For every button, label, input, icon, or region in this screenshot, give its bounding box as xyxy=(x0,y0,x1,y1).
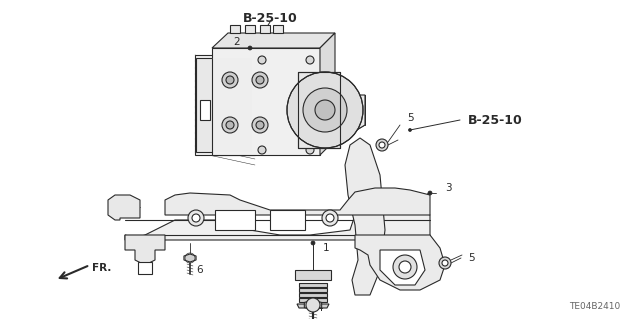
Polygon shape xyxy=(299,283,327,287)
Circle shape xyxy=(303,88,347,132)
Text: TE04B2410: TE04B2410 xyxy=(569,302,620,311)
Circle shape xyxy=(248,46,252,50)
Circle shape xyxy=(442,260,448,266)
Text: 1: 1 xyxy=(323,243,330,253)
Polygon shape xyxy=(260,25,270,33)
Text: 6: 6 xyxy=(196,265,204,275)
Circle shape xyxy=(322,210,338,226)
Text: 5: 5 xyxy=(407,113,413,123)
Circle shape xyxy=(408,129,412,131)
Text: FR.: FR. xyxy=(92,263,111,273)
Polygon shape xyxy=(230,25,240,33)
Circle shape xyxy=(256,121,264,129)
Circle shape xyxy=(306,146,314,154)
Circle shape xyxy=(428,191,432,195)
Text: B-25-10: B-25-10 xyxy=(243,11,298,25)
Circle shape xyxy=(287,72,363,148)
Polygon shape xyxy=(299,288,327,292)
Circle shape xyxy=(326,214,334,222)
Text: 2: 2 xyxy=(234,37,240,47)
Polygon shape xyxy=(165,188,430,215)
Circle shape xyxy=(222,117,238,133)
Text: 4: 4 xyxy=(317,303,323,313)
Polygon shape xyxy=(355,235,445,290)
Polygon shape xyxy=(195,55,255,155)
Polygon shape xyxy=(125,200,430,240)
Circle shape xyxy=(311,241,315,245)
Circle shape xyxy=(306,298,320,312)
Polygon shape xyxy=(305,300,322,310)
Polygon shape xyxy=(200,100,210,120)
Polygon shape xyxy=(215,210,255,230)
Circle shape xyxy=(258,56,266,64)
Polygon shape xyxy=(299,293,327,297)
Polygon shape xyxy=(273,25,283,33)
Circle shape xyxy=(439,257,451,269)
Circle shape xyxy=(256,76,264,84)
Circle shape xyxy=(252,72,268,88)
Polygon shape xyxy=(297,304,329,308)
Circle shape xyxy=(188,210,204,226)
Circle shape xyxy=(192,214,200,222)
Polygon shape xyxy=(345,138,385,295)
Polygon shape xyxy=(212,33,335,48)
Polygon shape xyxy=(125,235,165,265)
Polygon shape xyxy=(298,72,340,148)
Polygon shape xyxy=(380,250,425,285)
Circle shape xyxy=(252,117,268,133)
Circle shape xyxy=(393,255,417,279)
Circle shape xyxy=(306,56,314,64)
Text: B-25-10: B-25-10 xyxy=(468,114,523,127)
Polygon shape xyxy=(245,25,255,33)
Circle shape xyxy=(226,76,234,84)
Polygon shape xyxy=(295,270,331,280)
Circle shape xyxy=(315,100,335,120)
Circle shape xyxy=(222,72,238,88)
Polygon shape xyxy=(340,95,365,140)
Polygon shape xyxy=(108,195,140,220)
Text: 3: 3 xyxy=(445,183,452,193)
Polygon shape xyxy=(184,254,196,262)
Circle shape xyxy=(226,121,234,129)
Polygon shape xyxy=(299,298,327,302)
Polygon shape xyxy=(320,33,335,155)
Polygon shape xyxy=(270,210,305,230)
Polygon shape xyxy=(212,48,320,155)
Circle shape xyxy=(258,146,266,154)
Polygon shape xyxy=(196,58,212,152)
Text: 5: 5 xyxy=(468,253,475,263)
Bar xyxy=(138,262,152,274)
Polygon shape xyxy=(200,58,252,152)
Circle shape xyxy=(399,261,411,273)
Circle shape xyxy=(379,142,385,148)
Circle shape xyxy=(376,139,388,151)
